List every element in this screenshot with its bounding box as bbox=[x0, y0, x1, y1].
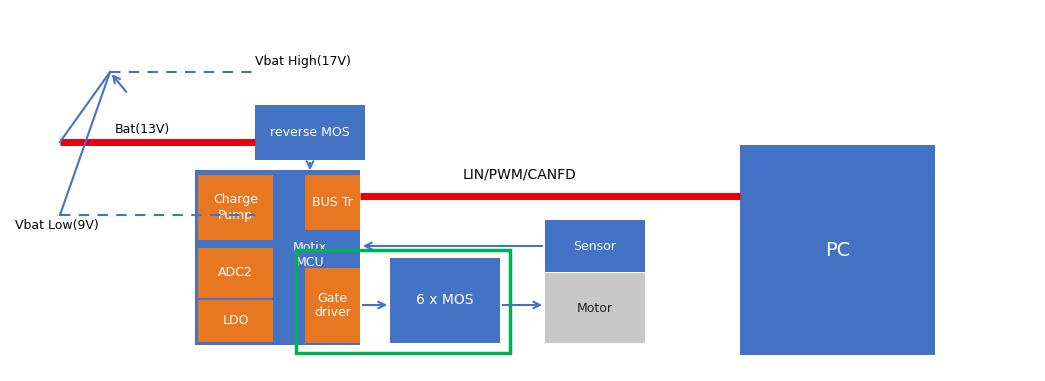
Text: ADC2: ADC2 bbox=[218, 266, 253, 280]
Text: Vbat High(17V): Vbat High(17V) bbox=[255, 56, 351, 69]
Text: reverse MOS: reverse MOS bbox=[270, 126, 350, 139]
Bar bbox=[198, 248, 273, 298]
Text: LIN/PWM/CANFD: LIN/PWM/CANFD bbox=[463, 168, 577, 182]
Bar bbox=[390, 258, 500, 343]
Text: Gate
driver: Gate driver bbox=[315, 291, 351, 320]
Bar bbox=[198, 175, 273, 240]
Bar bbox=[740, 145, 935, 355]
Bar bbox=[195, 170, 359, 345]
Bar bbox=[296, 250, 510, 353]
Text: LDO: LDO bbox=[223, 314, 249, 328]
Bar bbox=[198, 300, 273, 342]
Bar bbox=[545, 220, 645, 272]
Text: BUS Tr: BUS Tr bbox=[312, 196, 353, 209]
Bar bbox=[305, 268, 359, 343]
Text: Vbat Low(9V): Vbat Low(9V) bbox=[15, 218, 98, 232]
Text: 6 x MOS: 6 x MOS bbox=[416, 293, 473, 307]
Text: Sensor: Sensor bbox=[574, 240, 617, 253]
Text: PC: PC bbox=[825, 240, 851, 259]
Bar bbox=[545, 273, 645, 343]
Text: Charge
Pump: Charge Pump bbox=[213, 194, 258, 221]
Bar bbox=[305, 175, 359, 230]
Text: Bat(13V): Bat(13V) bbox=[115, 123, 170, 136]
Text: Motix
MCU: Motix MCU bbox=[293, 241, 327, 269]
Text: Motor: Motor bbox=[577, 301, 613, 314]
Bar bbox=[255, 105, 365, 160]
